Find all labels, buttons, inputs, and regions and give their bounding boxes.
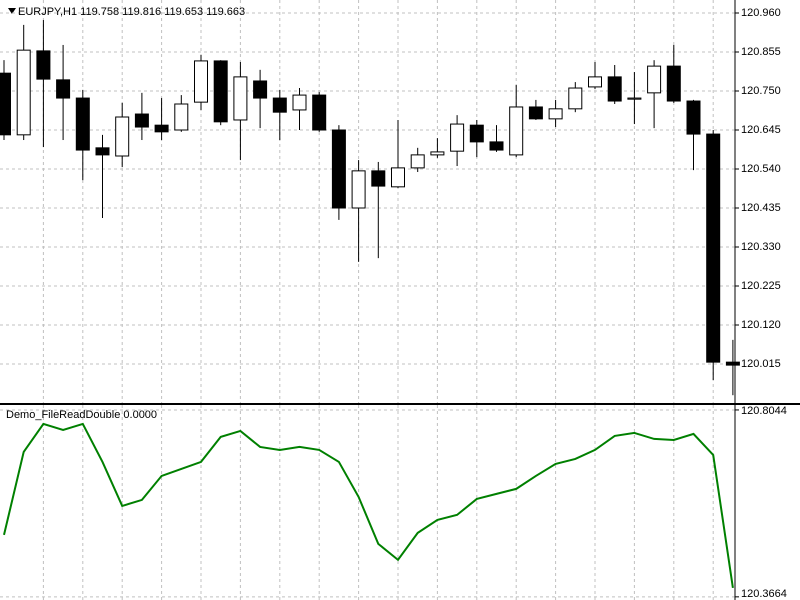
candle-body	[56, 79, 71, 99]
candle-body	[194, 60, 208, 103]
candle-body	[469, 124, 484, 143]
candle-body	[36, 50, 51, 80]
y-tick-label: 120.435	[741, 202, 781, 214]
candle-body	[450, 123, 465, 152]
candle-body	[528, 106, 543, 120]
y-tick-label: 120.645	[741, 124, 781, 136]
candle-body	[666, 65, 681, 102]
candle-body	[253, 80, 268, 99]
candle-body	[312, 94, 327, 131]
candle-body	[272, 97, 287, 113]
candle-body	[627, 97, 642, 100]
y-tick-label: 120.225	[741, 280, 781, 292]
candle-body	[213, 60, 228, 123]
y-tick-label: 120.3664	[741, 588, 787, 600]
candle-body	[686, 100, 701, 135]
y-tick-label: 120.330	[741, 241, 781, 253]
candle-body	[706, 133, 721, 363]
candle-body	[410, 154, 425, 169]
candle-body	[489, 141, 504, 151]
y-tick-label: 120.960	[741, 7, 781, 19]
candle-body	[16, 49, 31, 136]
pane-title: Demo_FileReadDouble 0.0000	[6, 409, 157, 421]
y-tick-label: 120.540	[741, 163, 781, 175]
candle-body	[371, 170, 386, 187]
indicator-line	[3, 422, 734, 588]
candle-body	[725, 361, 740, 366]
candle-body	[509, 106, 524, 156]
candle-body	[95, 147, 110, 156]
y-tick-label: 120.8044	[741, 405, 787, 417]
candle-body	[174, 103, 189, 131]
candle-body	[568, 87, 583, 110]
candle-body	[75, 97, 90, 151]
candle-body	[0, 72, 11, 136]
y-tick-label: 120.855	[741, 46, 781, 58]
candle-body	[292, 94, 307, 111]
candle-body	[548, 108, 563, 120]
candle-body	[331, 129, 346, 209]
candle-body	[115, 116, 130, 157]
candle-body	[233, 76, 248, 121]
candle-body	[430, 151, 445, 156]
collapse-icon	[8, 8, 16, 14]
candle-body	[391, 167, 405, 188]
candle-body	[134, 113, 149, 128]
candle-body	[154, 124, 169, 133]
candle-body	[607, 76, 622, 102]
y-tick-label: 120.015	[741, 358, 781, 370]
pane-title: EURJPY,H1 119.758 119.816 119.653 119.66…	[18, 6, 245, 18]
y-tick-label: 120.750	[741, 85, 781, 97]
y-tick-label: 120.120	[741, 319, 781, 331]
candle-body	[588, 76, 602, 88]
candle-body	[351, 170, 366, 209]
candle-body	[647, 65, 662, 94]
